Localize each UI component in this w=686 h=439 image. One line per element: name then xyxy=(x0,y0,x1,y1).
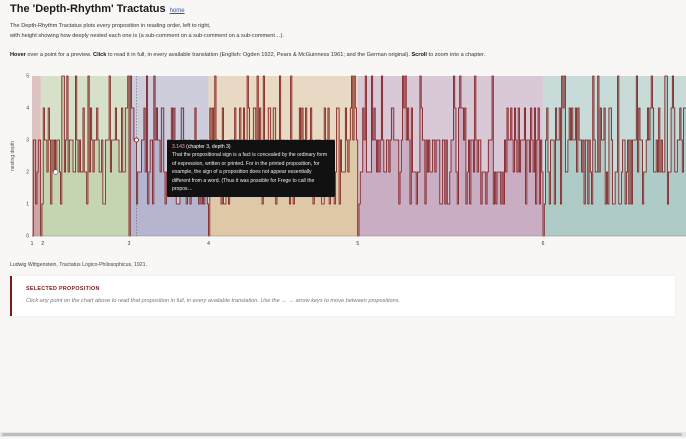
tooltip-text: That the propositional sign is a fact is… xyxy=(172,152,328,193)
preview-tooltip: 3.143 (chapter 3, depth 3) That the prop… xyxy=(167,140,335,197)
highlight-point xyxy=(134,137,139,143)
instr-text-1: over a point for a preview. xyxy=(25,52,94,58)
chapter-area-5 xyxy=(357,76,544,236)
source-credit: Ludwig Wittgenstein, Tractatus Logico-Ph… xyxy=(10,262,147,268)
hover-point xyxy=(53,169,59,175)
tooltip-meta: (chapter 3, depth 3) xyxy=(186,144,231,150)
y-tick-label: 1 xyxy=(26,202,29,208)
instr-hover: Hover xyxy=(10,52,26,58)
instr-scroll: Scroll xyxy=(411,52,427,58)
chapter-band-1 xyxy=(32,76,41,236)
chapter-label-6: 6 xyxy=(542,241,545,247)
chapter-label-2: 2 xyxy=(41,241,44,247)
tooltip-id: 3.143 xyxy=(172,144,185,150)
chapter-label-1: 1 xyxy=(31,241,34,247)
panel-placeholder: Click any point on the chart above to re… xyxy=(26,298,401,304)
y-tick-label: 4 xyxy=(26,106,29,112)
y-tick-label: 0 xyxy=(26,234,29,240)
instr-text-2: to read it in full, in every available t… xyxy=(106,52,412,58)
scrollbar-thumb[interactable] xyxy=(2,433,682,436)
instructions: Hover over a point for a preview. Click … xyxy=(10,52,485,58)
page-title: The 'Depth-Rhythm' Tractatus xyxy=(10,3,166,15)
instr-text-3: to zoom into a chapter. xyxy=(426,52,486,58)
intro-text: The Depth-Rhythm Tractatus plots every p… xyxy=(10,21,610,41)
horizontal-scrollbar[interactable] xyxy=(0,432,686,437)
intro-line-1: The Depth-Rhythm Tractatus plots every p… xyxy=(10,23,211,29)
home-link[interactable]: home xyxy=(169,8,185,14)
title-row: The 'Depth-Rhythm' Tractatus home xyxy=(10,3,185,15)
chapter-label-4: 4 xyxy=(207,241,210,247)
instr-click: Click xyxy=(93,52,107,58)
chapter-area-2 xyxy=(40,76,129,236)
y-tick-label: 3 xyxy=(26,138,29,144)
panel-heading: SELECTED PROPOSITION xyxy=(26,286,100,292)
intro-line-2: with height showing how deeply nested ea… xyxy=(10,33,284,39)
tooltip-header: 3.143 (chapter 3, depth 3) xyxy=(172,143,330,151)
y-tick-label: 2 xyxy=(26,170,29,176)
selected-proposition-panel: SELECTED PROPOSITION Click any point on … xyxy=(10,276,675,316)
chapter-label-3: 3 xyxy=(128,241,131,247)
y-axis-label: nesting depth xyxy=(10,141,16,171)
depth-line xyxy=(32,75,686,237)
chapter-label-5: 5 xyxy=(356,241,359,247)
y-tick-label: 5 xyxy=(26,74,29,80)
